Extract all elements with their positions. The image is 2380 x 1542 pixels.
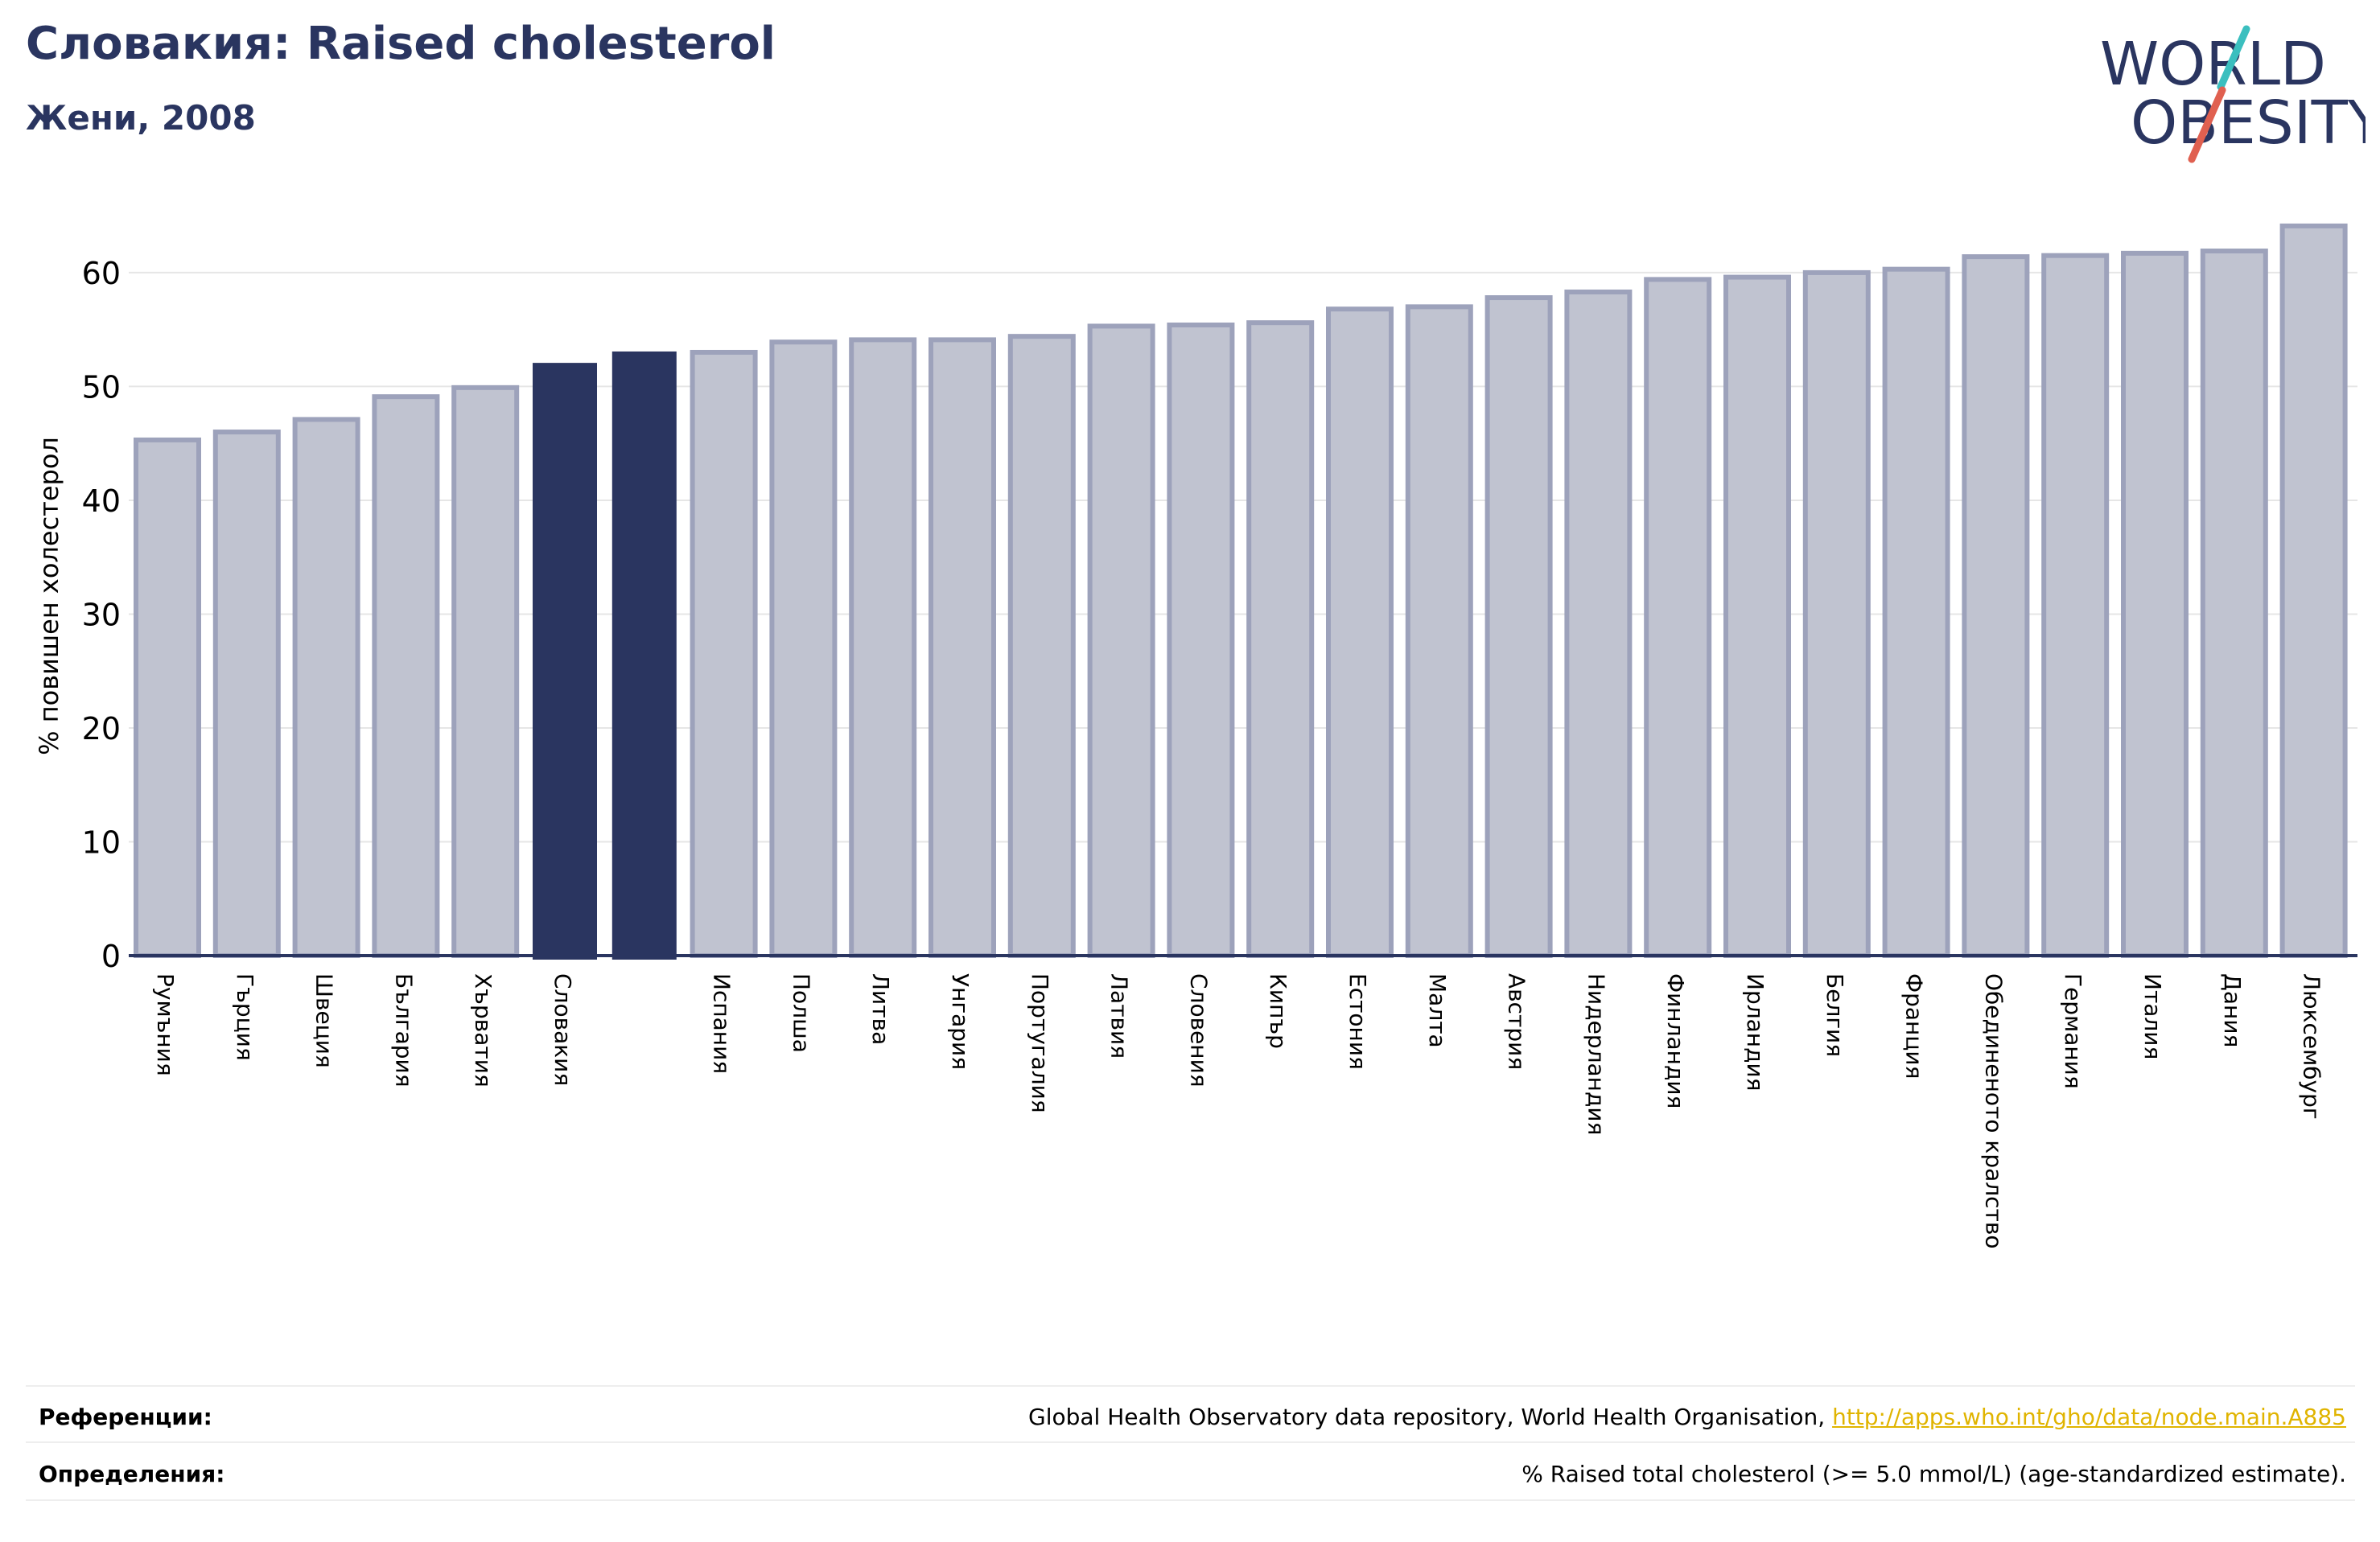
x-tick-label: Люксембург <box>2299 973 2325 1120</box>
y-axis-label: % повишен холестерол <box>34 437 64 755</box>
x-tick-label: Румъния <box>152 973 179 1076</box>
bar-Кипър <box>1246 320 1315 958</box>
x-tick-label: България <box>390 973 417 1088</box>
x-tick-label: Швеция <box>311 973 338 1068</box>
bar-Малта <box>1405 304 1473 958</box>
definitions-label: Определения: <box>39 1461 225 1487</box>
bar-Полша <box>769 339 838 958</box>
y-tick-label: 20 <box>82 711 121 746</box>
bar-unlabeled <box>611 351 677 960</box>
x-tick-label: Малта <box>1424 973 1451 1048</box>
bar-Литва <box>849 337 917 958</box>
x-tick-label: Дания <box>2219 973 2246 1047</box>
bar-Румъния <box>134 437 201 958</box>
x-tick-label: Испания <box>709 973 735 1074</box>
bar-Нидерландия <box>1564 289 1633 958</box>
bar-Хърватия <box>451 384 520 958</box>
bar-Ирландия <box>1723 274 1791 958</box>
x-tick-label: Гърция <box>232 973 258 1061</box>
x-tick-label: Литва <box>867 973 894 1045</box>
references-link[interactable]: http://apps.who.int/gho/data/node.main.A… <box>1832 1404 2346 1430</box>
bar-Австрия <box>1484 295 1553 958</box>
bar-Германия <box>2041 253 2110 958</box>
bar-Белгия <box>1802 269 1871 958</box>
x-tick-label: Австрия <box>1504 973 1530 1070</box>
x-tick-label: Словакия <box>550 973 576 1086</box>
chart-title: Словакия: Raised cholesterol <box>26 18 776 70</box>
y-tick-label: 60 <box>82 256 121 291</box>
x-tick-label: Германия <box>2060 973 2086 1089</box>
definitions-value: % Raised total cholesterol (>= 5.0 mmol/… <box>1521 1461 2346 1487</box>
bar-Унгария <box>929 337 996 958</box>
x-tick-label: Естония <box>1344 973 1371 1070</box>
bar-България <box>372 394 440 959</box>
bar-Латвия <box>1087 323 1155 958</box>
logo-slash-red <box>2188 86 2226 163</box>
footer-divider-middle <box>26 1441 2355 1443</box>
references-value: Global Health Observatory data repositor… <box>1028 1404 2346 1430</box>
logo-slash-teal <box>2217 25 2250 91</box>
x-tick-label: Финландия <box>1662 973 1689 1108</box>
y-tick-label: 10 <box>82 824 121 860</box>
x-tick-label: Ирландия <box>1742 973 1769 1091</box>
y-tick-label: 50 <box>82 369 121 405</box>
bar-Словакия <box>533 363 597 960</box>
bar-Гърция <box>212 430 281 958</box>
bar-Люксембург <box>2279 223 2348 958</box>
x-tick-label: Полша <box>788 973 814 1053</box>
bar-Словения <box>1167 323 1235 959</box>
bar-chart: 0 10 20 30 40 50 60 % повишен холестерол Румъния… <box>34 223 2357 1248</box>
bar-Франция <box>1882 266 1950 958</box>
references-label: Референции: <box>39 1404 212 1430</box>
bar-Финландия <box>1644 277 1712 958</box>
x-tick-label: Латвия <box>1106 973 1133 1059</box>
bar-Естония <box>1326 306 1394 958</box>
x-tick-label: Унгария <box>947 973 974 1070</box>
x-tick-label: Франция <box>1901 973 1928 1079</box>
bar-Португалия <box>1007 334 1076 958</box>
y-tick-label: 0 <box>101 939 121 974</box>
footer-divider-top <box>26 1385 2355 1387</box>
chart-subtitle: Жени, 2008 <box>26 98 256 138</box>
bar-Швеция <box>292 417 360 958</box>
x-tick-label: Обединеното кралство <box>1980 973 2007 1248</box>
world-obesity-logo: WORLD OBESITY <box>2100 25 2366 163</box>
x-tick-label: Португалия <box>1027 973 1053 1113</box>
bar-Дания <box>2200 249 2268 958</box>
x-tick-label: Словения <box>1185 973 1212 1088</box>
x-tick-label: Белгия <box>1822 973 1848 1057</box>
logo-word-world: WORLD <box>2100 30 2326 99</box>
y-tick-label: 40 <box>82 483 121 519</box>
footer-divider-bottom <box>26 1499 2355 1501</box>
y-tick-label: 30 <box>82 597 121 632</box>
x-tick-label: Нидерландия <box>1583 973 1609 1135</box>
logo-word-obesity: OBESITY <box>2131 88 2366 158</box>
references-text: Global Health Observatory data repositor… <box>1028 1404 1833 1430</box>
bar-Италия <box>2121 250 2189 958</box>
x-tick-label: Кипър <box>1265 973 1291 1049</box>
x-tick-label: Италия <box>2139 973 2166 1059</box>
x-tick-label: Хърватия <box>470 973 496 1088</box>
bar-Обединеното кралство <box>1962 254 2030 958</box>
bar-Испания <box>690 349 758 958</box>
